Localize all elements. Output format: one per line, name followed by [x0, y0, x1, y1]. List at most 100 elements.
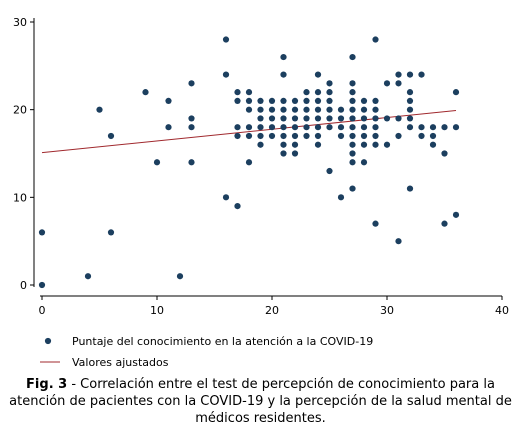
scatter-point [107, 132, 115, 140]
scatter-point [234, 132, 241, 140]
scatter-point [303, 106, 310, 113]
scatter-point [268, 124, 276, 131]
scatter-point [349, 115, 356, 122]
legend-marker-points [44, 337, 52, 345]
scatter-point [418, 124, 425, 131]
scatter-point [360, 124, 368, 131]
scatter-point [314, 71, 322, 78]
scatter-point [38, 229, 46, 236]
scatter-point [406, 106, 414, 113]
scatter-point [452, 89, 460, 96]
scatter-point [337, 132, 345, 140]
x-tick-label: 20 [265, 304, 279, 317]
scatter-point [257, 141, 264, 148]
scatter-point [314, 97, 322, 104]
scatter-point [383, 80, 391, 87]
legend-label-points: Puntaje del conocimiento en la atención … [72, 335, 373, 348]
scatter-point [303, 89, 310, 96]
scatter-point [303, 124, 310, 131]
scatter-point [245, 132, 253, 140]
scatter-point [257, 106, 264, 113]
scatter-point [245, 159, 253, 166]
scatter-point [326, 124, 333, 131]
scatter-point [383, 141, 391, 148]
scatter-point [372, 132, 379, 140]
scatter-point [349, 53, 356, 61]
scatter-point [291, 106, 299, 113]
scatter-point [406, 71, 414, 78]
scatter-point [418, 71, 425, 78]
scatter-point [84, 273, 92, 280]
scatter-point [406, 89, 414, 96]
scatter-point [349, 141, 356, 148]
scatter-point [234, 203, 241, 210]
scatter-point [372, 220, 379, 227]
scatter-point [257, 124, 264, 131]
scatter-point [349, 89, 356, 96]
scatter-point [383, 115, 391, 122]
scatter-point [349, 97, 356, 104]
y-tick-label: 10 [13, 191, 27, 204]
scatter-point [349, 150, 356, 157]
scatter-point [280, 115, 287, 122]
y-tick-label: 30 [13, 16, 27, 29]
scatter-point [326, 106, 333, 113]
scatter-point [268, 132, 276, 140]
scatter-point [395, 80, 402, 87]
fitted-line [41, 110, 457, 154]
y-axis: 0 10 20 30 [13, 16, 35, 292]
scatter-point [326, 80, 333, 87]
scatter-point [280, 132, 287, 140]
scatter-point [349, 80, 356, 87]
x-tick-label: 0 [39, 304, 46, 317]
scatter-point [291, 141, 299, 148]
scatter-point [452, 211, 460, 218]
scatter-point [429, 141, 437, 148]
scatter-point [406, 124, 414, 131]
scatter-point [303, 115, 310, 122]
scatter-point [406, 115, 414, 122]
scatter-point [406, 185, 414, 192]
scatter-point [96, 106, 103, 113]
series-layer [38, 36, 460, 289]
scatter-point [245, 124, 253, 131]
scatter-point [314, 106, 322, 113]
scatter-point [360, 159, 368, 166]
scatter-point [188, 159, 195, 166]
scatter-point [165, 124, 172, 131]
scatter-point [372, 115, 379, 122]
scatter-point [222, 71, 230, 78]
x-tick-label: 30 [380, 304, 394, 317]
scatter-point [268, 115, 276, 122]
scatter-point [372, 141, 379, 148]
scatter-point [314, 89, 322, 96]
scatter-point [372, 36, 379, 43]
scatter-point [291, 124, 299, 131]
scatter-point [314, 115, 322, 122]
scatter-point [234, 97, 241, 104]
scatter-point [142, 89, 149, 96]
scatter-point [280, 53, 287, 61]
scatter-point [280, 71, 287, 78]
scatter-point [360, 106, 368, 113]
scatter-point [257, 132, 264, 140]
scatter-point [360, 141, 368, 148]
scatter-point [360, 97, 368, 104]
legend-label-line: Valores ajustados [72, 356, 169, 369]
scatter-point [337, 194, 345, 201]
scatter-point [326, 97, 333, 104]
y-tick-label: 20 [13, 104, 27, 117]
scatter-point [452, 124, 460, 131]
scatter-point [303, 97, 310, 104]
scatter-point [268, 97, 276, 104]
scatter-point [441, 150, 448, 157]
scatter-point [234, 89, 241, 96]
scatter-point [372, 106, 379, 113]
scatter-point [280, 97, 287, 104]
scatter-point [314, 132, 322, 140]
scatter-point [372, 97, 379, 104]
scatter-point [280, 106, 287, 113]
scatter-point [395, 115, 402, 122]
scatter-point [268, 106, 276, 113]
caption-label: Fig. 3 [26, 377, 68, 392]
